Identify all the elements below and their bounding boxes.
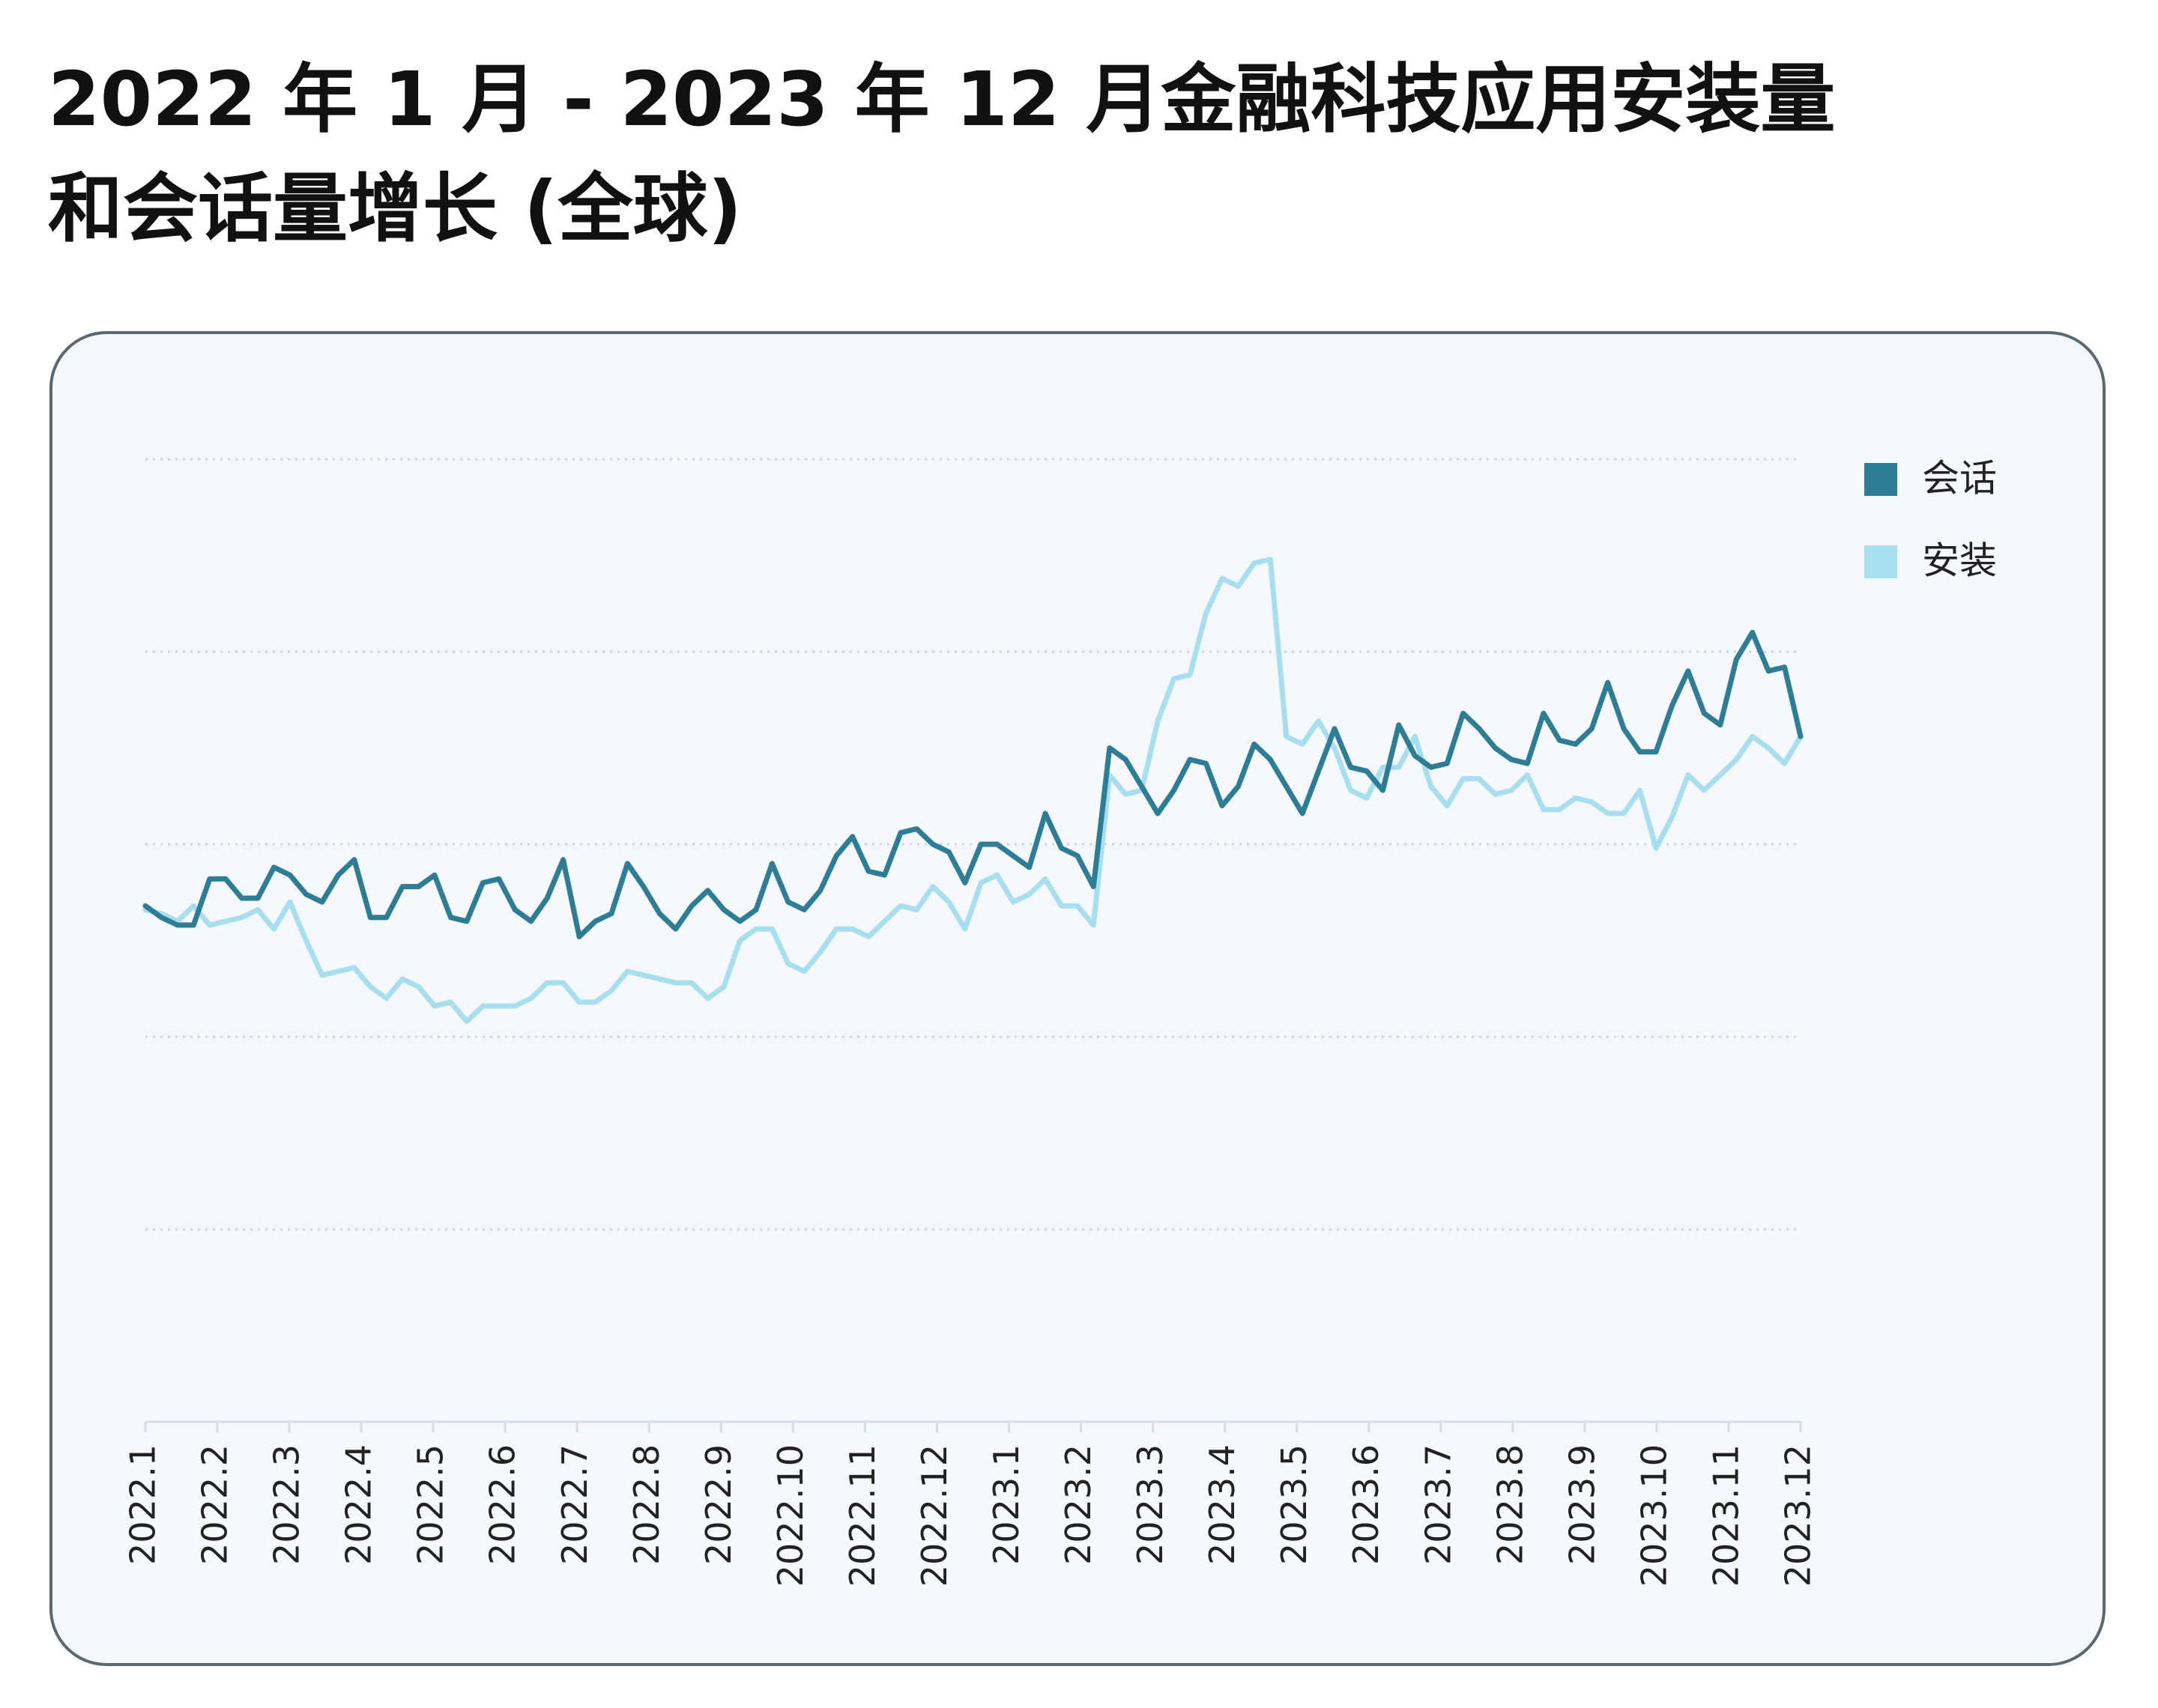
series-lines xyxy=(142,557,1804,1024)
x-tick-label: 2022.2 xyxy=(195,1444,235,1565)
x-tick-label: 2022.12 xyxy=(914,1444,955,1587)
x-tick-label: 2023.7 xyxy=(1418,1444,1458,1565)
x-tick-label: 2023.9 xyxy=(1562,1444,1602,1565)
x-tick-label: 2023.1 xyxy=(986,1444,1027,1565)
chart-title: 2022 年 1 月 - 2023 年 12 月金融科技应用安装量 和会话量增长… xyxy=(48,45,1921,264)
x-axis-ticks: 2022.1 2022.2 2022.3 2022.4 2022.5 2022.6 2022… xyxy=(123,1422,1819,1587)
x-tick-label: 2023.10 xyxy=(1633,1444,1674,1587)
x-tick-label: 2023.2 xyxy=(1058,1444,1098,1565)
x-tick-label: 2022.5 xyxy=(411,1444,451,1565)
legend-label: 安装 xyxy=(1922,539,1997,583)
legend-item-sessions[interactable]: 会话 xyxy=(1864,457,1997,500)
x-tick-label: 2022.8 xyxy=(626,1444,667,1565)
series-line-installs xyxy=(142,557,1804,1024)
x-tick-label: 2022.7 xyxy=(554,1444,595,1565)
x-tick-label: 2022.3 xyxy=(267,1444,307,1565)
chart-title-line-1: 2022 年 1 月 - 2023 年 12 月金融科技应用安装量 xyxy=(48,55,1836,143)
chart-title-line-2: 和会话量增长 (全球) xyxy=(48,165,743,252)
legend-item-installs[interactable]: 安装 xyxy=(1864,539,1997,583)
x-tick-label: 2023.5 xyxy=(1274,1444,1314,1565)
x-tick-label: 2022.9 xyxy=(698,1444,739,1565)
legend-label: 会话 xyxy=(1922,457,1997,500)
x-tick-label: 2023.3 xyxy=(1130,1444,1170,1565)
gridlines xyxy=(145,458,1801,1231)
x-tick-label: 2023.6 xyxy=(1346,1444,1386,1565)
x-tick-label: 2022.11 xyxy=(842,1444,883,1587)
legend-swatch xyxy=(1864,545,1897,578)
x-tick-label: 2023.8 xyxy=(1490,1444,1530,1565)
chart-card xyxy=(49,331,2106,1666)
series-line-sessions xyxy=(142,629,1804,939)
x-tick-label: 2022.1 xyxy=(123,1444,163,1565)
x-tick-label: 2023.11 xyxy=(1705,1444,1746,1587)
x-tick-label: 2022.4 xyxy=(339,1444,379,1565)
legend-swatch xyxy=(1864,463,1897,496)
x-tick-label: 2023.12 xyxy=(1778,1444,1819,1587)
x-tick-label: 2022.10 xyxy=(770,1444,811,1587)
x-tick-label: 2022.6 xyxy=(483,1444,523,1565)
x-tick-label: 2023.4 xyxy=(1202,1444,1242,1565)
